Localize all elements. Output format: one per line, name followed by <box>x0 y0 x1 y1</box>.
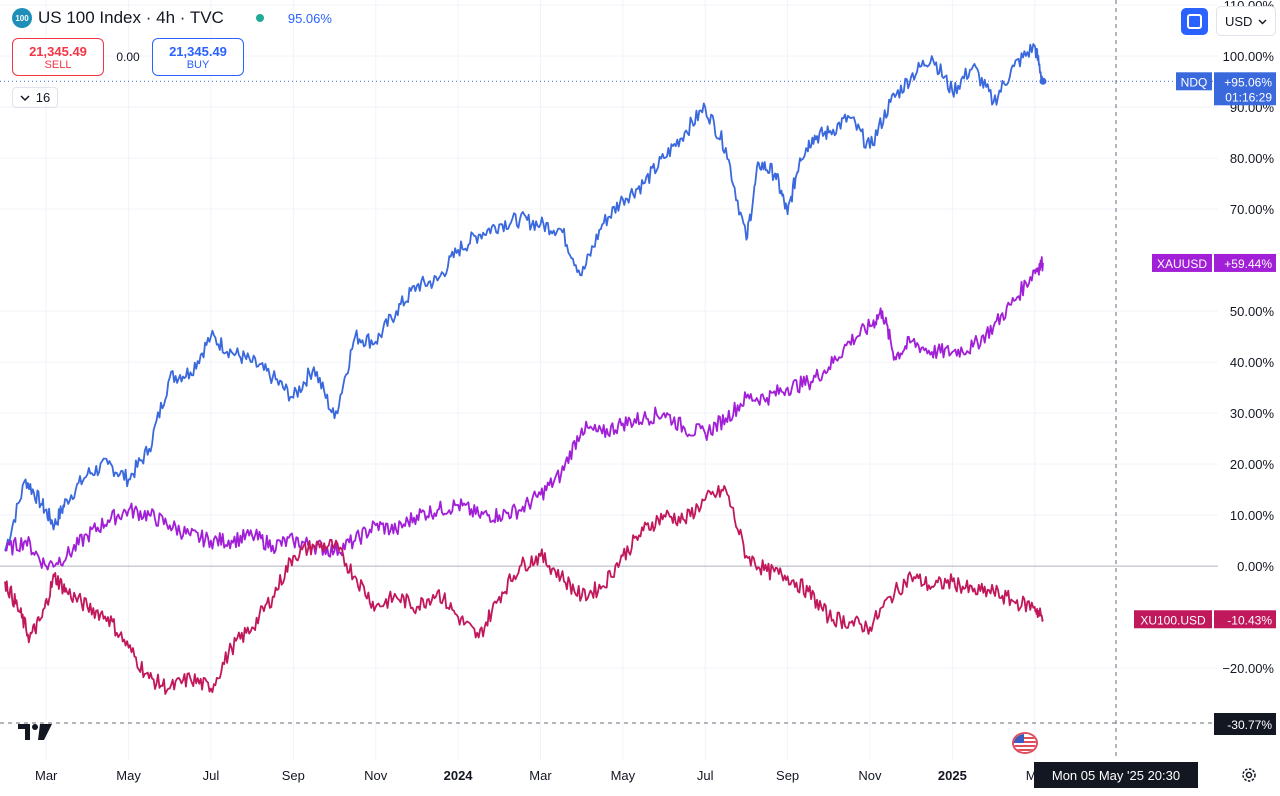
x-tick-label: Mar <box>35 768 58 783</box>
compare-button[interactable] <box>1181 8 1208 35</box>
buy-price: 21,345.49 <box>169 43 227 59</box>
ndq-last-point <box>1039 77 1047 85</box>
us-flag-icon[interactable] <box>1012 732 1038 754</box>
crosshair-time-label: Mon 05 May '25 20:30 <box>1052 768 1180 783</box>
y-tick-label: 40.00% <box>1230 355 1275 370</box>
compare-icon <box>1187 14 1202 29</box>
crosshair-time-box <box>1034 762 1198 788</box>
market-status-icon[interactable] <box>255 14 264 22</box>
x-tick-label: Nov <box>364 768 388 783</box>
indicators-toggle[interactable]: 16 <box>12 87 58 108</box>
x-tick-label: May <box>116 768 141 783</box>
chevron-down-icon <box>1258 19 1267 24</box>
chevron-down-icon <box>20 94 30 101</box>
ndq-countdown: 01:16:29 <box>1225 90 1272 104</box>
y-tick-label: −20.00% <box>1222 661 1274 676</box>
y-tick-label: 70.00% <box>1230 202 1275 217</box>
change-percent: 95.06% <box>287 10 332 26</box>
buy-label: BUY <box>186 58 210 71</box>
spread-value: 0.00 <box>116 50 140 64</box>
axis-layer: 110.00%100.00%90.00%80.00%70.00%50.00%40… <box>35 0 1274 783</box>
indicators-count: 16 <box>35 90 51 105</box>
x-tick-label: Mar <box>529 768 552 783</box>
ndq-last-value: +95.06% <box>1224 75 1272 89</box>
crosshair-price-box <box>1214 713 1276 735</box>
sell-price: 21,345.49 <box>29 43 87 59</box>
trade-panel: 21,345.49 SELL 0.00 21,345.49 BUY <box>12 38 244 76</box>
settings-gear-icon[interactable] <box>1240 766 1258 784</box>
x-tick-label: Jul <box>203 768 220 783</box>
y-tick-label: 100.00% <box>1223 49 1275 64</box>
xu100-name-box <box>1134 610 1212 629</box>
series-line-xauusd <box>4 256 1044 571</box>
y-tick-label: 30.00% <box>1230 406 1275 421</box>
legend-header: 100 US 100 Index · 4h · TVC 95.06% <box>12 8 332 28</box>
x-tick-label: Jul <box>697 768 714 783</box>
series-layer <box>4 43 1044 695</box>
last-value-labels: +95.06%01:16:29 NDQ XAUUSD +59.44% XU100.USD… <box>0 72 1276 629</box>
y-tick-label: 80.00% <box>1230 151 1275 166</box>
xauusd-name-box <box>1152 253 1212 272</box>
currency-value: USD <box>1225 13 1253 29</box>
sell-label: SELL <box>44 58 72 71</box>
y-tick-label: 50.00% <box>1230 304 1275 319</box>
tradingview-logo-icon[interactable] <box>18 722 54 742</box>
currency-select[interactable]: USD <box>1216 6 1276 36</box>
crosshair-price-label: -30.77% <box>1227 718 1272 732</box>
flag-stripes <box>1014 734 1036 752</box>
symbol-title[interactable]: US 100 Index · 4h · TVC <box>38 8 224 27</box>
x-tick-label: May <box>611 768 636 783</box>
x-tick-label: Nov <box>858 768 882 783</box>
x-tick-label: Sep <box>776 768 799 783</box>
x-tick-label: 2025 <box>938 768 967 783</box>
symbol-badge[interactable]: 100 <box>12 8 32 28</box>
series-line-ndq <box>4 43 1044 552</box>
x-tick-label: Sep <box>282 768 305 783</box>
ndq-name-label: NDQ <box>1181 75 1208 89</box>
ndq-value-box <box>1214 72 1276 106</box>
xauusd-value-box <box>1214 253 1276 272</box>
gear-icon <box>1242 768 1256 782</box>
buy-button[interactable]: 21,345.49 BUY <box>152 38 244 76</box>
y-tick-label: 20.00% <box>1230 457 1275 472</box>
xauusd-last-value: +59.44% <box>1224 257 1272 271</box>
y-tick-label: 10.00% <box>1230 508 1275 523</box>
series-line-xu100 <box>4 485 1044 695</box>
xu100-name-label: XU100.USD <box>1140 613 1206 627</box>
x-tick-label: 2024 <box>444 768 474 783</box>
xauusd-name-label: XAUUSD <box>1157 257 1207 271</box>
xu100-last-value: -10.43% <box>1227 613 1272 627</box>
y-tick-label: 0.00% <box>1237 559 1274 574</box>
ndq-name-box <box>1176 72 1212 91</box>
sell-button[interactable]: 21,345.49 SELL <box>12 38 104 76</box>
xu100-value-box <box>1214 610 1276 629</box>
